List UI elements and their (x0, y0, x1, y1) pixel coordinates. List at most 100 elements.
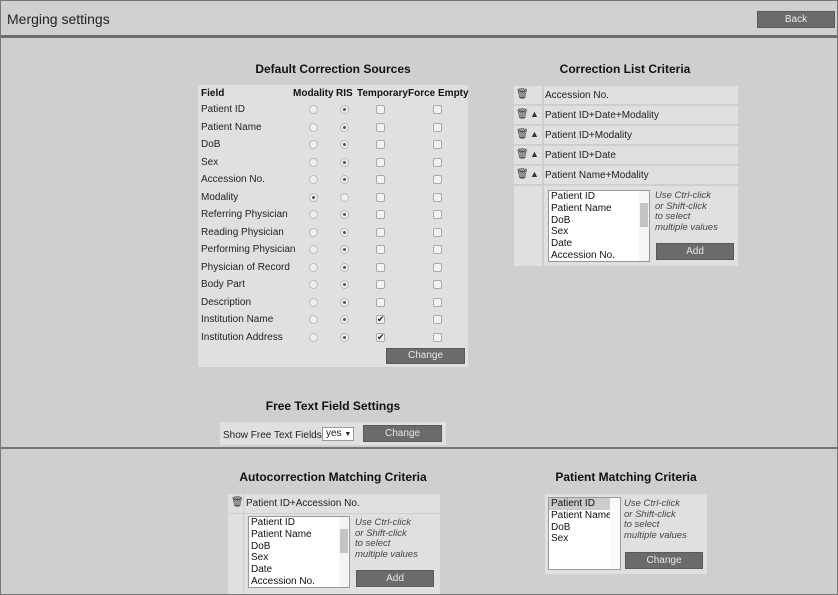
temporary-checkbox[interactable] (376, 122, 385, 132)
temporary-checkbox[interactable] (376, 227, 385, 237)
force-empty-checkbox[interactable] (433, 122, 442, 132)
force-empty-checkbox[interactable] (433, 157, 442, 167)
list-option[interactable]: DoB (251, 540, 271, 552)
field-label: Reading Physician (201, 226, 284, 238)
scrollbar[interactable] (339, 517, 349, 587)
force-empty-checkbox[interactable] (433, 175, 442, 184)
modality-radio[interactable] (309, 262, 318, 272)
force-empty-checkbox[interactable] (433, 245, 442, 254)
column-header: Field (201, 88, 225, 99)
patient-matching-change-button[interactable]: Change (625, 552, 703, 569)
ris-radio[interactable] (340, 262, 349, 272)
modality-radio[interactable] (309, 297, 318, 307)
temporary-checkbox[interactable] (376, 210, 385, 219)
trash-icon[interactable]: 🗑 (516, 109, 529, 120)
back-button[interactable]: Back (757, 11, 835, 28)
ris-radio[interactable] (340, 332, 349, 342)
ris-radio[interactable] (340, 192, 349, 202)
autocorrection-options[interactable]: Patient ID Patient Name DoB Sex Date Accessio… (248, 516, 350, 588)
scrollbar[interactable] (610, 498, 620, 569)
move-up-icon[interactable]: ▲ (530, 169, 539, 179)
force-empty-checkbox[interactable] (433, 210, 442, 219)
trash-icon[interactable]: 🗑 (516, 129, 529, 140)
temporary-checkbox[interactable] (376, 175, 385, 184)
temporary-checkbox[interactable] (376, 280, 385, 289)
list-option[interactable]: Patient ID (251, 517, 295, 528)
modality-radio[interactable] (309, 227, 318, 237)
list-option[interactable]: Date (251, 564, 273, 576)
modality-radio[interactable] (309, 122, 318, 132)
ris-radio[interactable] (340, 122, 349, 132)
ris-radio[interactable] (340, 140, 349, 149)
ris-radio[interactable] (340, 315, 349, 324)
temporary-checkbox[interactable] (376, 262, 385, 272)
temporary-checkbox[interactable] (376, 105, 385, 114)
temporary-checkbox[interactable] (376, 297, 385, 307)
field-label: Physician of Record (201, 261, 290, 273)
ris-radio[interactable] (340, 210, 349, 219)
list-item-label: Accession No. (545, 90, 609, 101)
temporary-checkbox[interactable] (376, 245, 385, 254)
force-empty-checkbox[interactable] (433, 105, 442, 114)
list-option[interactable]: Sex (551, 226, 569, 238)
scrollbar[interactable] (639, 191, 649, 261)
list-option[interactable]: Date (551, 238, 573, 250)
modality-radio[interactable] (309, 280, 318, 289)
modality-radio[interactable] (309, 175, 318, 184)
force-empty-checkbox[interactable] (433, 332, 442, 342)
modality-radio[interactable] (309, 140, 318, 149)
trash-icon[interactable]: 🗑 (231, 497, 244, 508)
ris-radio[interactable] (340, 245, 349, 254)
correction-list-add-button[interactable]: Add (656, 243, 734, 260)
free-text-change-button[interactable]: Change (363, 425, 442, 442)
list-option[interactable]: Sex (251, 552, 269, 564)
list-option[interactable]: Accession No. (251, 575, 315, 587)
ris-radio[interactable] (340, 105, 349, 114)
modality-radio[interactable] (309, 315, 318, 324)
modality-radio[interactable] (309, 192, 318, 202)
trash-icon[interactable]: 🗑 (516, 149, 529, 160)
force-empty-checkbox[interactable] (433, 192, 442, 202)
force-empty-checkbox[interactable] (433, 280, 442, 289)
trash-icon[interactable]: 🗑 (516, 89, 529, 100)
list-option[interactable]: Patient Name (251, 528, 312, 540)
modality-radio[interactable] (309, 245, 318, 254)
ris-radio[interactable] (340, 157, 349, 167)
force-empty-checkbox[interactable] (433, 227, 442, 237)
temporary-checkbox[interactable]: ✔ (376, 314, 385, 324)
temporary-checkbox[interactable] (376, 140, 385, 149)
default-sources-change-button[interactable]: Change (386, 348, 465, 364)
list-option[interactable]: Patient Name (551, 509, 612, 521)
force-empty-checkbox[interactable] (433, 315, 442, 324)
modality-radio[interactable] (309, 332, 318, 342)
force-empty-checkbox[interactable] (433, 297, 442, 307)
temporary-checkbox[interactable] (376, 192, 385, 202)
force-empty-checkbox[interactable] (433, 262, 442, 272)
force-empty-checkbox[interactable] (433, 140, 442, 149)
move-up-icon[interactable]: ▲ (530, 129, 539, 139)
list-option[interactable]: Patient ID (549, 498, 620, 510)
list-option[interactable]: DoB (551, 521, 571, 533)
ris-radio[interactable] (340, 297, 349, 307)
list-option[interactable]: Patient Name (551, 202, 612, 214)
ris-radio[interactable] (340, 175, 349, 184)
ris-radio[interactable] (340, 280, 349, 289)
patient-matching-options[interactable]: Patient ID Patient Name DoB Sex (548, 497, 621, 570)
modality-radio[interactable] (309, 210, 318, 219)
move-up-icon[interactable]: ▲ (530, 149, 539, 159)
list-option[interactable]: Accession No. (551, 249, 615, 261)
free-text-select[interactable]: yes ▼ (322, 427, 354, 441)
modality-radio[interactable] (309, 105, 318, 114)
list-option[interactable]: Patient ID (551, 191, 595, 202)
correction-list-options[interactable]: Patient ID Patient Name DoB Sex Date Accessio… (548, 190, 650, 262)
ris-radio[interactable] (340, 227, 349, 237)
list-option[interactable]: Sex (551, 533, 569, 545)
autocorrection-add-button[interactable]: Add (356, 570, 434, 587)
column-header: Temporary (357, 88, 408, 99)
move-up-icon[interactable]: ▲ (530, 109, 539, 119)
list-option[interactable]: DoB (551, 214, 571, 226)
temporary-checkbox[interactable]: ✔ (376, 331, 385, 342)
trash-icon[interactable]: 🗑 (516, 169, 529, 180)
modality-radio[interactable] (309, 157, 318, 167)
temporary-checkbox[interactable] (376, 157, 385, 167)
